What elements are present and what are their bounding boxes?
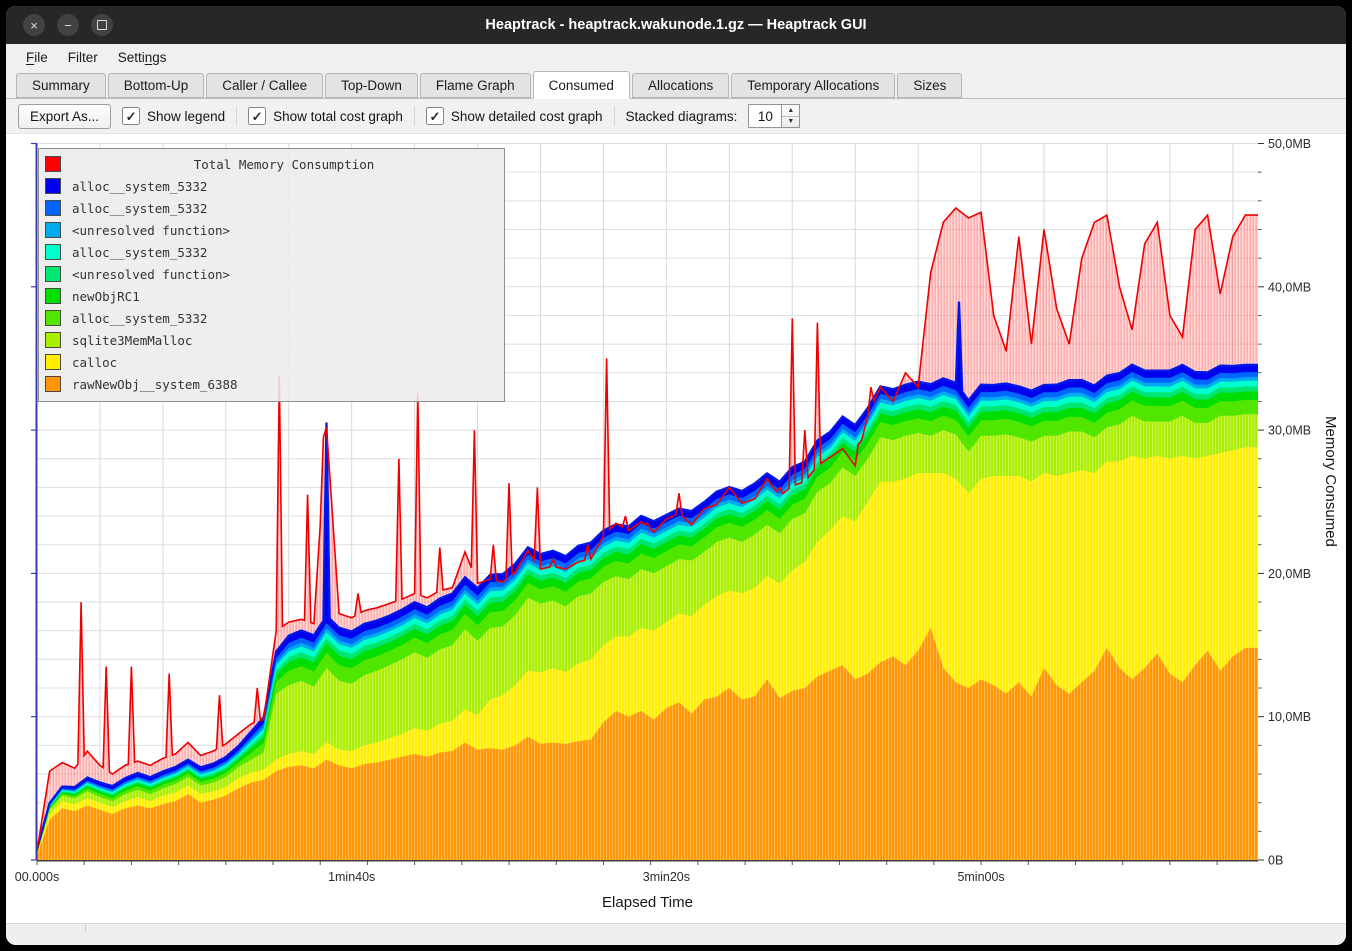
checkbox-show-detailed-cost-graph[interactable]: ✓ Show detailed cost graph bbox=[425, 107, 603, 125]
x-axis-title: Elapsed Time bbox=[602, 894, 693, 911]
menu-settings[interactable]: Settings bbox=[117, 49, 167, 65]
tab-bottom-up[interactable]: Bottom-Up bbox=[107, 73, 205, 98]
legend-label: alloc__system_5332 bbox=[72, 310, 208, 326]
close-icon[interactable]: × bbox=[23, 14, 45, 36]
chart-canvas[interactable]: 0B 10,0MB 20,0MB 30,0MB 40,0MB 50,0MB 00.000s 1… bbox=[6, 134, 1346, 923]
legend-row: alloc__system_5332 bbox=[45, 197, 496, 219]
checkbox-show-total-cost-graph[interactable]: ✓ Show total cost graph bbox=[248, 107, 403, 125]
minimize-icon[interactable]: − bbox=[57, 14, 79, 36]
legend-label: alloc__system_5332 bbox=[72, 178, 208, 194]
chart-legend: Total Memory Consumption alloc__system_53… bbox=[38, 148, 505, 402]
tab-summary[interactable]: Summary bbox=[16, 73, 106, 98]
legend-row: calloc bbox=[45, 351, 496, 373]
checkbox-label: Show total cost graph bbox=[273, 108, 403, 124]
svg-text:10,0MB: 10,0MB bbox=[1268, 710, 1311, 724]
legend-swatch bbox=[45, 310, 61, 326]
svg-text:00.000s: 00.000s bbox=[15, 870, 59, 884]
checkmark-icon: ✓ bbox=[122, 107, 141, 125]
spinner-up-icon[interactable]: ▲ bbox=[782, 105, 800, 117]
menubar: File Filter Settings bbox=[6, 44, 1346, 70]
legend-swatch bbox=[45, 288, 61, 304]
tab-consumed[interactable]: Consumed bbox=[532, 71, 630, 99]
legend-row: newObjRC1 bbox=[45, 285, 496, 307]
window-controls: × − bbox=[6, 14, 113, 36]
legend-row: rawNewObj__system_6388 bbox=[45, 373, 496, 395]
legend-swatch bbox=[45, 178, 61, 194]
checkbox-label: Show detailed cost graph bbox=[450, 108, 603, 124]
checkmark-icon: ✓ bbox=[425, 107, 444, 125]
stacked-diagrams-spinner[interactable]: 10 ▲ ▼ bbox=[748, 104, 801, 128]
legend-swatch bbox=[45, 376, 61, 392]
legend-row: alloc__system_5332 bbox=[45, 175, 496, 197]
tab-sizes[interactable]: Sizes bbox=[897, 73, 963, 98]
svg-text:3min20s: 3min20s bbox=[643, 870, 690, 884]
svg-text:1min40s: 1min40s bbox=[328, 870, 375, 884]
toolbar-separator bbox=[613, 106, 615, 126]
stacked-diagrams-label: Stacked diagrams: bbox=[625, 108, 738, 124]
legend-row: alloc__system_5332 bbox=[45, 307, 496, 329]
legend-swatch bbox=[45, 244, 61, 260]
legend-label: sqlite3MemMalloc bbox=[72, 332, 193, 348]
legend-swatch bbox=[45, 222, 61, 238]
legend-label: <unresolved function> bbox=[72, 222, 231, 238]
tab-caller-callee[interactable]: Caller / Callee bbox=[206, 73, 324, 98]
spinner-down-icon[interactable]: ▼ bbox=[787, 118, 795, 126]
svg-text:40,0MB: 40,0MB bbox=[1268, 280, 1311, 294]
stacked-diagrams-value[interactable]: 10 bbox=[748, 104, 783, 128]
window-title: Heaptrack - heaptrack.wakunode.1.gz — He… bbox=[485, 17, 867, 33]
checkbox-show-legend[interactable]: ✓ Show legend bbox=[122, 107, 225, 125]
legend-swatch bbox=[45, 200, 61, 216]
svg-text:20,0MB: 20,0MB bbox=[1268, 567, 1311, 581]
legend-label: alloc__system_5332 bbox=[72, 200, 208, 216]
svg-text:0B: 0B bbox=[1268, 854, 1283, 868]
legend-swatch bbox=[45, 332, 61, 348]
legend-swatch bbox=[45, 266, 61, 282]
memory-chart-svg: 0B 10,0MB 20,0MB 30,0MB 40,0MB 50,0MB 00.000s 1… bbox=[15, 137, 1311, 884]
legend-swatch bbox=[45, 156, 61, 172]
legend-row-total: Total Memory Consumption bbox=[45, 153, 496, 175]
y-axis-title: Memory Consumed bbox=[1322, 416, 1339, 547]
legend-row: alloc__system_5332 bbox=[45, 241, 496, 263]
tab-flame-graph[interactable]: Flame Graph bbox=[419, 73, 531, 98]
tab-allocations[interactable]: Allocations bbox=[631, 73, 730, 98]
legend-label: <unresolved function> bbox=[72, 266, 231, 282]
statusbar bbox=[6, 923, 1346, 945]
checkmark-icon: ✓ bbox=[248, 107, 267, 125]
toolbar: Export As... ✓ Show legend ✓ Show total cos… bbox=[6, 99, 1346, 134]
legend-row: <unresolved function> bbox=[45, 219, 496, 241]
toolbar-separator bbox=[236, 106, 238, 126]
legend-label: rawNewObj__system_6388 bbox=[72, 376, 238, 392]
legend-label: alloc__system_5332 bbox=[72, 244, 208, 260]
export-as-button[interactable]: Export As... bbox=[18, 103, 112, 129]
legend-title: Total Memory Consumption bbox=[193, 156, 375, 172]
legend-row: sqlite3MemMalloc bbox=[45, 329, 496, 351]
svg-text:5min00s: 5min00s bbox=[957, 870, 1004, 884]
heaptrack-window: × − Heaptrack - heaptrack.wakunode.1.gz —… bbox=[6, 6, 1346, 945]
legend-label: calloc bbox=[72, 354, 118, 370]
spinner-arrows: ▲ ▼ bbox=[782, 104, 801, 128]
statusbar-divider bbox=[85, 924, 86, 932]
tab-top-down[interactable]: Top-Down bbox=[325, 73, 418, 98]
checkbox-label: Show legend bbox=[147, 108, 226, 124]
tabbar: Summary Bottom-Up Caller / Callee Top-Down F… bbox=[6, 70, 1346, 99]
legend-row: <unresolved function> bbox=[45, 263, 496, 285]
titlebar[interactable]: × − Heaptrack - heaptrack.wakunode.1.gz —… bbox=[6, 6, 1346, 44]
toolbar-separator bbox=[413, 106, 415, 126]
svg-text:30,0MB: 30,0MB bbox=[1268, 424, 1311, 438]
legend-label: newObjRC1 bbox=[72, 288, 140, 304]
menu-filter[interactable]: Filter bbox=[67, 49, 98, 65]
legend-swatch bbox=[45, 354, 61, 370]
tab-temporary-allocations[interactable]: Temporary Allocations bbox=[731, 73, 896, 98]
menu-file[interactable]: File bbox=[26, 49, 48, 65]
svg-text:50,0MB: 50,0MB bbox=[1268, 137, 1311, 151]
maximize-icon[interactable] bbox=[91, 14, 113, 36]
